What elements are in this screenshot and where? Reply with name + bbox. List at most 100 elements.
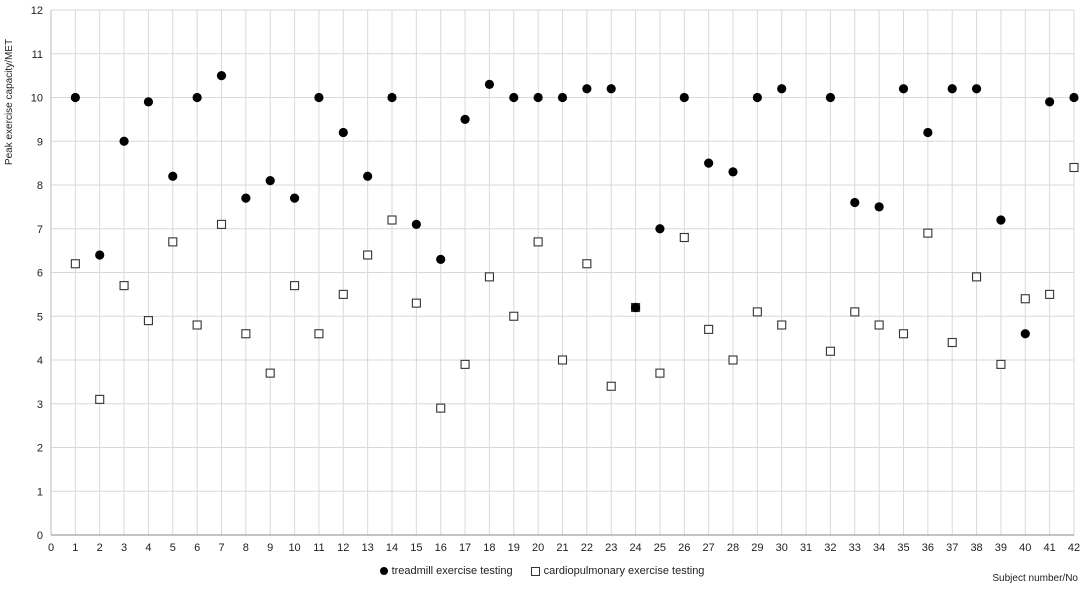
treadmill-point [338, 127, 348, 138]
cardiopulmonary-point [338, 289, 348, 299]
treadmill-point [289, 193, 300, 203]
x-tick-label: 16 [435, 542, 447, 554]
treadmill-point [752, 92, 762, 103]
treadmill-point [314, 92, 324, 103]
cardiopulmonary-point [972, 272, 982, 282]
treadmill-point [557, 92, 568, 103]
cardiopulmonary-point [1020, 294, 1030, 304]
treadmill-point [655, 224, 665, 234]
cardiopulmonary-point [460, 359, 470, 369]
cardiopulmonary-point [996, 359, 1006, 369]
treadmill-point [947, 84, 957, 94]
x-tick-label: 31 [800, 542, 812, 554]
cardiopulmonary-point [363, 250, 373, 260]
x-tick-label: 39 [995, 542, 1007, 554]
treadmill-point [119, 136, 129, 146]
x-tick-labels: 0 1 2 3 4 5 6 7 8 9 10 11 12 13 14 15 16 17 18 19 20 21 22 23 24… [48, 542, 1080, 554]
x-tick-label: 34 [873, 542, 885, 554]
cardiopulmonary-point [70, 259, 80, 269]
treadmill-point [996, 215, 1006, 225]
cardiopulmonary-point [119, 281, 129, 291]
cardiopulmonary-point [436, 403, 446, 413]
x-tick-label: 40 [1019, 542, 1031, 554]
x-tick-label: 37 [946, 542, 958, 554]
treadmill-point [533, 92, 543, 103]
x-tick-label: 21 [556, 542, 568, 554]
cardiopulmonary-point [314, 329, 324, 339]
y-tick-label: 5 [37, 311, 43, 323]
x-tick-label: 29 [751, 542, 763, 554]
x-tick-label: 23 [605, 542, 617, 554]
x-tick-label: 36 [922, 542, 934, 554]
treadmill-point [484, 79, 495, 89]
cardiopulmonary-point [655, 368, 665, 378]
axes [50, 10, 1074, 536]
x-tick-label: 9 [267, 542, 273, 554]
x-tick-label: 5 [170, 542, 176, 554]
treadmill-point [1069, 92, 1079, 103]
x-tick-label: 10 [288, 542, 300, 554]
treadmill-point [679, 92, 689, 103]
treadmill-point [95, 250, 105, 260]
y-tick-label: 12 [31, 5, 43, 17]
x-tick-label: 4 [145, 542, 151, 554]
treadmill-point [387, 92, 397, 103]
x-axis-label: Subject number/No [992, 573, 1078, 584]
x-tick-label: 38 [970, 542, 982, 554]
y-tick-label: 1 [37, 486, 43, 498]
cardiopulmonary-point [484, 272, 494, 282]
x-tick-label: 6 [194, 542, 200, 554]
x-tick-label: 18 [483, 542, 495, 554]
x-tick-label: 15 [410, 542, 422, 554]
treadmill-point [411, 219, 421, 229]
cardiopulmonary-point [947, 337, 957, 348]
x-tick-label: 30 [776, 542, 788, 554]
x-tick-label: 33 [849, 542, 861, 554]
y-tick-label: 7 [37, 224, 43, 236]
treadmill-point [436, 254, 446, 264]
x-tick-label: 41 [1044, 542, 1056, 554]
treadmill-point [606, 84, 616, 94]
open-square-icon [530, 566, 540, 576]
treadmill-point [971, 84, 982, 94]
treadmill-point [192, 92, 202, 103]
legend-item-treadmill: treadmill exercise testing [379, 565, 513, 577]
treadmill-point [630, 302, 641, 313]
x-tick-label: 19 [508, 542, 520, 554]
treadmill-point [143, 97, 154, 107]
cardiopulmonary-point [411, 298, 421, 308]
filled-circle-icon [379, 567, 388, 575]
cardiopulmonary-point [923, 228, 933, 238]
y-axis-label: Peak exercise capacity/MET [4, 39, 15, 165]
x-tick-label: 12 [337, 542, 349, 554]
treadmill-point [168, 171, 178, 181]
cardiopulmonary-point [606, 381, 616, 391]
y-tick-label: 8 [37, 180, 43, 192]
cardiopulmonary-point [216, 219, 227, 229]
cardiopulmonary-point [679, 232, 689, 243]
cardiopulmonary-point [192, 320, 202, 330]
treadmill-point [777, 84, 787, 94]
cardiopulmonary-point [825, 346, 835, 356]
data-points [70, 71, 1079, 413]
legend-item-cardiopulmonary: cardiopulmonary exercise testing [530, 565, 704, 577]
y-tick-label: 0 [37, 530, 43, 542]
treadmill-point [216, 71, 227, 81]
x-tick-label: 42 [1068, 542, 1080, 554]
x-tick-label: 11 [313, 542, 324, 554]
treadmill-point [460, 114, 470, 124]
cardiopulmonary-point [533, 237, 543, 247]
x-tick-label: 0 [48, 542, 54, 554]
x-tick-label: 28 [727, 542, 739, 554]
cardiopulmonary-point [265, 368, 275, 378]
x-tick-label: 13 [362, 542, 374, 554]
treadmill-point [363, 171, 373, 181]
cardiopulmonary-point [557, 355, 568, 365]
cardiopulmonary-point [387, 215, 397, 225]
y-tick-label: 6 [37, 268, 43, 280]
cardiopulmonary-point [728, 355, 738, 365]
treadmill-point [704, 158, 714, 168]
treadmill-point [509, 92, 519, 103]
y-tick-label: 9 [37, 136, 43, 148]
